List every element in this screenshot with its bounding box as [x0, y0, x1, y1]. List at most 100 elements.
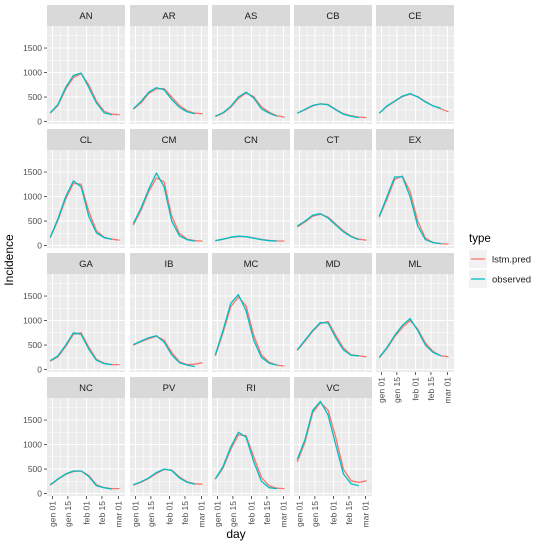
- facet-strip-label: CM: [162, 135, 177, 146]
- x-tick-label: gen 01: [47, 501, 57, 527]
- facet-panel-vc: VC gen 01 gen 15 feb 01 feb 15 mar 01: [294, 377, 372, 527]
- facet-strip: [212, 5, 290, 26]
- facet-strip-label: AR: [162, 11, 175, 22]
- facet-strip: [47, 377, 125, 398]
- observed-line: [297, 103, 359, 119]
- facet-strip: [376, 129, 454, 150]
- x-tick-label: feb 15: [180, 501, 190, 525]
- observed-line: [49, 72, 112, 116]
- x-tick-label: feb 01: [247, 501, 257, 525]
- y-axis-title: Incidence: [2, 234, 16, 286]
- facet-panel-cn: CN: [212, 129, 290, 248]
- y-tick-label: 0: [37, 117, 42, 127]
- observed-line: [214, 293, 277, 366]
- facet-strip: [376, 253, 454, 274]
- y-tick-label: 1500: [23, 167, 42, 177]
- observed-line: [215, 91, 278, 117]
- x-tick-label: gen 01: [130, 501, 140, 527]
- x-tick-label: mar 01: [360, 501, 370, 528]
- observed-line: [132, 87, 195, 115]
- lstm-pred-line: [132, 88, 203, 115]
- y-tick-label: 1000: [23, 192, 42, 202]
- legend: type lstm.pred observed: [469, 233, 531, 288]
- x-axis-title: day: [226, 527, 245, 541]
- facet-strip: [47, 253, 125, 274]
- facet-panel-pv: PV gen 01 gen 15 feb 01 feb 15 mar 01: [130, 377, 208, 527]
- observed-line: [133, 335, 195, 368]
- facet-strip-label: CN: [244, 135, 258, 146]
- x-tick-label: mar 01: [442, 377, 452, 404]
- facet-strip-label: MC: [244, 259, 259, 270]
- observed-line: [296, 400, 359, 487]
- facet-panel-cb: CB: [294, 5, 372, 124]
- facet-strip: [130, 129, 208, 150]
- facet-strip-label: GA: [79, 259, 93, 270]
- y-tick-label: 1500: [23, 291, 42, 301]
- facet-strip-label: PV: [163, 383, 176, 394]
- x-tick-label: gen 01: [376, 377, 386, 403]
- facet-strip-label: CL: [80, 135, 92, 146]
- x-tick-label: gen 15: [392, 377, 402, 403]
- facet-strip: [294, 377, 372, 398]
- facet-strip-label: VC: [326, 383, 339, 394]
- facet-panel-ri: RI gen 01 gen 15 feb 01 feb 15 mar 01: [212, 377, 290, 527]
- x-tick-label: mar 01: [196, 501, 206, 528]
- facet-strip: [47, 129, 125, 150]
- facet-panel-an: AN 0 500 1000 1500: [23, 5, 125, 127]
- facet-panel-ex: EX: [376, 129, 454, 248]
- facet-strip: [130, 253, 208, 274]
- y-tick-label: 1000: [23, 68, 42, 78]
- observed-line: [132, 172, 195, 242]
- y-tick-label: 1000: [23, 316, 42, 326]
- observed-line: [378, 176, 441, 245]
- x-tick-label: gen 01: [294, 501, 304, 527]
- facet-strip-label: RI: [246, 383, 256, 394]
- facet-strip-label: NC: [79, 383, 93, 394]
- x-tick-label: feb 15: [426, 377, 436, 401]
- x-tick-label: feb 01: [411, 377, 421, 401]
- facet-panel-ib: IB: [130, 253, 208, 372]
- facet-panel-cm: CM: [130, 129, 208, 248]
- facet-panel-as: AS: [212, 5, 290, 124]
- observed-line: [296, 321, 359, 357]
- facet-panel-ce: CE: [376, 5, 454, 124]
- facet-strip-label: MD: [326, 259, 341, 270]
- observed-line: [378, 317, 442, 358]
- facet-strip-label: EX: [409, 135, 422, 146]
- y-tick-label: 0: [37, 489, 42, 499]
- lstm-pred-line: [214, 434, 285, 490]
- facet-strip-label: AN: [79, 11, 92, 22]
- y-tick-label: 0: [37, 365, 42, 375]
- facet-strip: [47, 5, 125, 26]
- y-tick-label: 0: [37, 241, 42, 251]
- x-tick-label: feb 01: [165, 501, 175, 525]
- x-tick-label: gen 15: [228, 501, 238, 527]
- y-tick-label: 500: [28, 216, 42, 226]
- x-tick-label: mar 01: [278, 501, 288, 528]
- facet-strip: [130, 377, 208, 398]
- facet-strip: [294, 5, 372, 26]
- observed-line: [214, 431, 277, 490]
- y-tick-label: 500: [28, 464, 42, 474]
- x-tick-label: feb 15: [344, 501, 354, 525]
- observed-line: [49, 332, 112, 366]
- facet-panels: AN 0 500 1000 1500 AR AS CB CE CL 0 500 1000 1500 CM CN…: [23, 5, 454, 527]
- facet-panel-ga: GA 0 500 1000 1500: [23, 253, 125, 375]
- y-tick-label: 1500: [23, 43, 42, 53]
- observed-line: [296, 213, 360, 241]
- facet-strip: [212, 253, 290, 274]
- legend-title: type: [469, 233, 491, 245]
- x-tick-label: gen 01: [212, 501, 222, 527]
- y-tick-label: 500: [28, 92, 42, 102]
- facet-strip: [376, 5, 454, 26]
- legend-label: observed: [492, 275, 531, 286]
- facet-panel-mc: MC: [212, 253, 290, 372]
- facet-strip: [294, 253, 372, 274]
- facet-strip: [130, 5, 208, 26]
- y-tick-label: 1500: [23, 415, 42, 425]
- facet-panel-ct: CT: [294, 129, 372, 248]
- x-tick-label: mar 01: [113, 501, 123, 528]
- observed-line: [378, 92, 441, 114]
- observed-line: [49, 180, 112, 240]
